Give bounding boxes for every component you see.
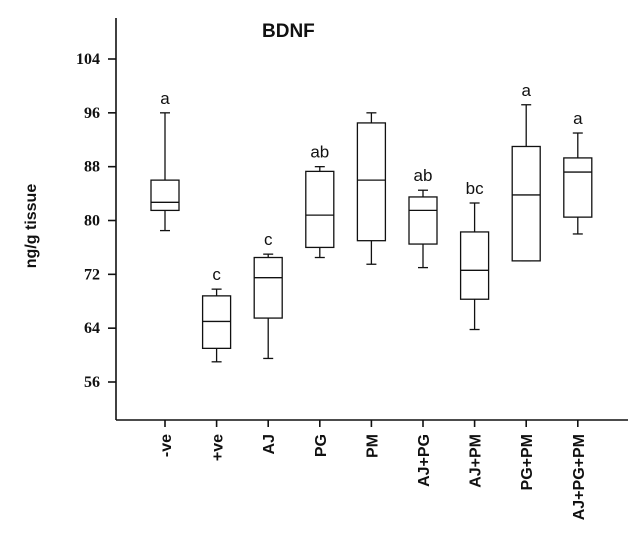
significance-label: bc <box>466 179 484 198</box>
box--ve: a <box>150 89 180 232</box>
y-tick-label: 104 <box>76 51 100 68</box>
x-tick-label: PG+PM <box>519 434 536 490</box>
x-tick-label: AJ+PM <box>468 434 485 488</box>
box-pg: ab <box>305 143 335 259</box>
box--ve: c <box>201 265 232 363</box>
x-tick-label: PM <box>364 434 381 458</box>
iqr-box <box>563 157 593 218</box>
significance-label: c <box>212 265 221 284</box>
y-tick-label: 72 <box>84 266 100 283</box>
iqr-box <box>511 145 541 262</box>
boxes: a c c ab ab bc a a <box>150 81 593 363</box>
x-tick-label: AJ+PG <box>416 434 433 487</box>
significance-label: ab <box>414 166 433 185</box>
iqr-box <box>408 196 438 245</box>
y-axis-label: ng/g tissue <box>23 184 40 269</box>
significance-label: ab <box>310 143 329 162</box>
significance-label: a <box>573 109 583 128</box>
significance-label: c <box>264 230 273 249</box>
box-pm <box>356 112 387 265</box>
iqr-box <box>201 295 232 350</box>
x-ticks: -ve +ve AJ PG PM AJ+PG AJ+PM PG+PM AJ+PG+PM <box>158 420 588 520</box>
box-aj-pg: ab <box>408 166 438 269</box>
iqr-box <box>305 170 335 249</box>
x-tick-label: +ve <box>210 434 227 461</box>
significance-label: a <box>160 89 170 108</box>
box-pg-pm: a <box>511 81 541 262</box>
x-tick-label: AJ+PG+PM <box>571 434 588 520</box>
y-tick-label: 96 <box>84 105 100 122</box>
box-aj: c <box>253 230 283 360</box>
iqr-box <box>459 231 490 300</box>
y-tick-label: 56 <box>84 374 100 391</box>
chart-title: BDNF <box>262 21 315 42</box>
significance-label: a <box>521 81 531 100</box>
iqr-box <box>150 179 180 212</box>
y-ticks: 104 96 88 80 72 64 56 <box>76 51 116 391</box>
x-tick-label: -ve <box>158 434 175 457</box>
x-tick-label: PG <box>313 434 330 457</box>
x-tick-label: AJ <box>261 434 278 454</box>
y-tick-label: 88 <box>84 159 100 176</box>
box-aj-pm: bc <box>459 179 490 331</box>
iqr-box <box>253 256 283 319</box>
y-tick-label: 80 <box>84 213 100 230</box>
y-tick-label: 64 <box>84 320 100 337</box>
box-aj-pg-pm: a <box>563 109 593 235</box>
iqr-box <box>356 122 387 242</box>
